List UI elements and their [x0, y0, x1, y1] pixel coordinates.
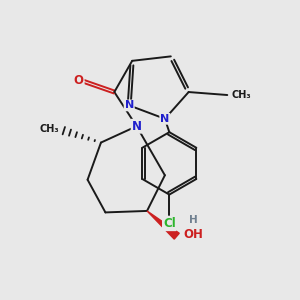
Polygon shape: [147, 211, 179, 239]
Text: N: N: [132, 120, 142, 133]
Text: N: N: [160, 114, 170, 124]
Text: OH: OH: [183, 228, 203, 241]
Text: H: H: [189, 215, 197, 225]
Text: CH₃: CH₃: [232, 90, 251, 100]
Text: Cl: Cl: [163, 217, 176, 230]
Text: O: O: [74, 74, 84, 87]
Text: CH₃: CH₃: [40, 124, 59, 134]
Text: N: N: [124, 100, 134, 110]
